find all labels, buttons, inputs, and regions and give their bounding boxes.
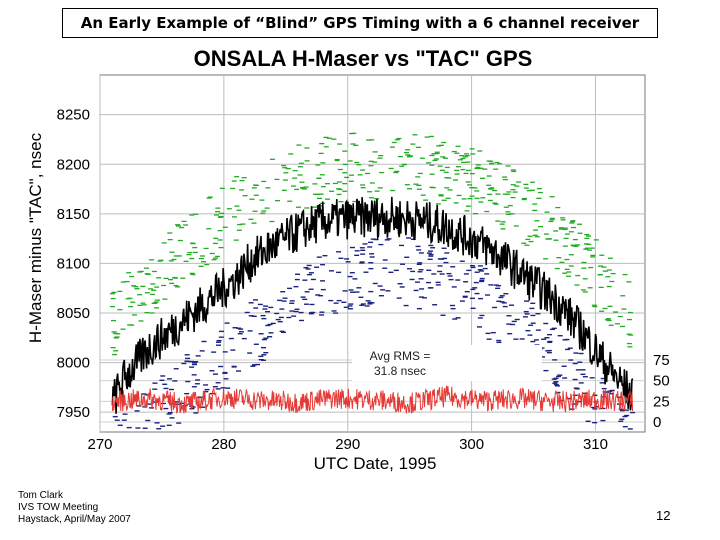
x-tick-labels: 270 280 290 300 310	[87, 436, 607, 453]
x-tick-0: 270	[87, 436, 112, 453]
y-tick-labels: 7950 8000 8050 8100 8150 8200 8250	[57, 107, 90, 421]
footer-meeting: IVS TOW Meeting	[18, 502, 99, 513]
x-tick-4: 310	[583, 436, 608, 453]
y2-tick-1: 25	[653, 393, 670, 410]
footer-location: Haystack, April/May 2007	[18, 514, 131, 525]
y2-tick-3: 75	[653, 352, 670, 369]
rms-annotation: Avg RMS =31.8 nsec	[352, 345, 542, 381]
y-tick-1: 8000	[57, 355, 90, 372]
series-upper-envelope	[109, 132, 634, 356]
y-tick-4: 8150	[57, 206, 90, 223]
x-tick-1: 280	[211, 436, 236, 453]
series-hmaser-minus-tac	[111, 196, 634, 414]
slide-title: An Early Example of “Blind” GPS Timing w…	[62, 8, 658, 38]
chart-title: ONSALA H-Maser vs "TAC" GPS	[194, 46, 533, 71]
y2-tick-0: 0	[653, 414, 661, 431]
series-lower-envelope	[112, 237, 636, 430]
y-tick-0: 7950	[57, 404, 90, 421]
plot-area	[109, 132, 636, 430]
annotation-line-0: Avg RMS =	[370, 349, 431, 363]
page-number: 12	[656, 508, 671, 523]
x-axis-label: UTC Date, 1995	[314, 454, 437, 473]
y-tick-5: 8200	[57, 156, 90, 173]
series-rms	[111, 385, 634, 414]
y-tick-2: 8050	[57, 305, 90, 322]
y-tick-6: 8250	[57, 107, 90, 124]
x-tick-3: 300	[459, 436, 484, 453]
footer-author: Tom Clark	[18, 490, 64, 501]
annotation-line-1: 31.8 nsec	[374, 364, 426, 378]
y-axis-label: H-Maser minus "TAC", nsec	[26, 132, 45, 343]
y-tick-3: 8100	[57, 255, 90, 272]
annotation-background	[352, 345, 542, 381]
x-tick-2: 290	[335, 436, 360, 453]
y2-tick-2: 50	[653, 373, 670, 390]
right-y-tick-labels: 0 25 50 75	[653, 352, 670, 431]
